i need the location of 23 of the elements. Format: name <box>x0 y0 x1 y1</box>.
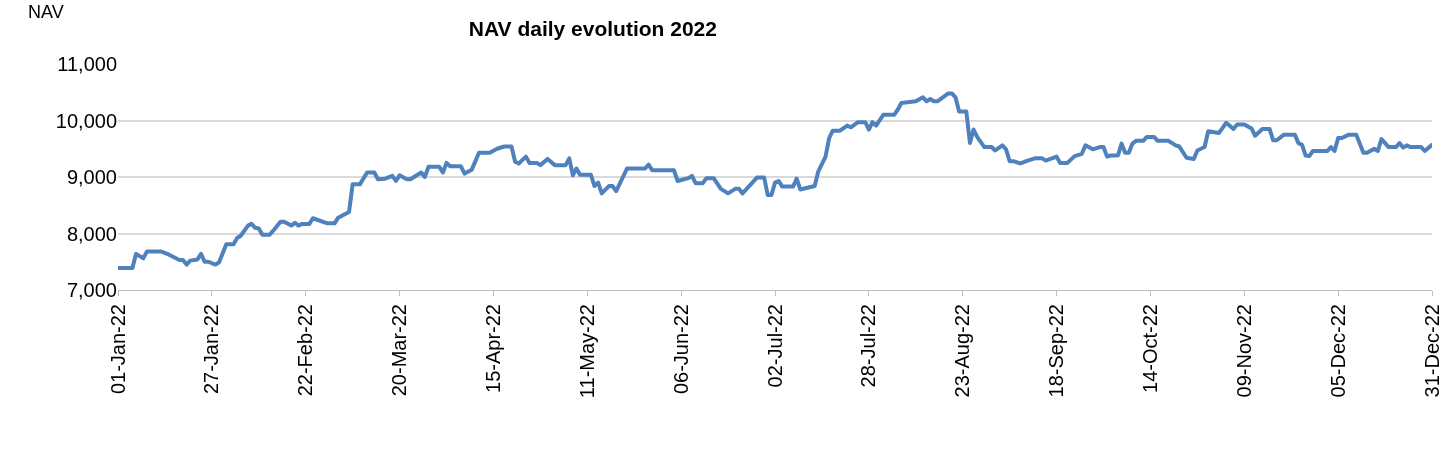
chart-title: NAV daily evolution 2022 <box>468 16 717 40</box>
x-tick-label: 31-Dec-22 <box>1420 304 1443 398</box>
y-axis-title: NAV <box>28 2 64 22</box>
x-tick-label: 14-Oct-22 <box>1138 304 1161 393</box>
x-tick-label: 23-Aug-22 <box>951 304 974 398</box>
x-tick-label: 20-Mar-22 <box>388 304 411 397</box>
y-tick-label: 7,000 <box>66 279 117 301</box>
x-tick-label: 22-Feb-22 <box>294 304 317 397</box>
x-tick-label: 02-Jul-22 <box>763 304 786 388</box>
y-tick-label: 10,000 <box>55 109 117 132</box>
line-series <box>118 91 1432 270</box>
y-tick-label: 11,000 <box>57 53 117 75</box>
y-tick-label: 8,000 <box>66 222 117 245</box>
x-tick-label: 27-Jan-22 <box>200 304 223 395</box>
x-tick-label: 09-Nov-22 <box>1232 304 1255 398</box>
x-tick-label: 05-Dec-22 <box>1326 304 1349 398</box>
x-tick-label: 28-Jul-22 <box>857 304 880 388</box>
x-tick-label: 18-Sep-22 <box>1045 304 1068 398</box>
x-tick-label: 06-Jun-22 <box>669 304 692 395</box>
y-tick-label: 9,000 <box>66 166 117 188</box>
x-tick-label: 01-Jan-22 <box>106 304 129 395</box>
x-tick-label: 15-Apr-22 <box>481 304 504 393</box>
x-tick-label: 11-May-22 <box>575 304 598 399</box>
